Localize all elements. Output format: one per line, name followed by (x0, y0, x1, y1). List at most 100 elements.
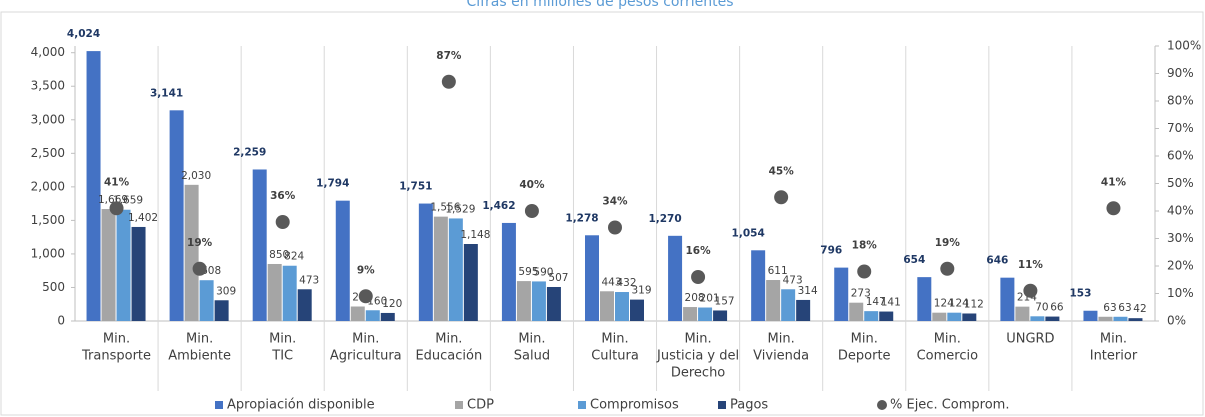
point (691, 270, 706, 284)
legend-marker (578, 401, 586, 409)
point (940, 261, 955, 276)
y2-tick-label: 10% (1167, 286, 1194, 300)
point (1023, 283, 1038, 298)
value-label: 63 (1118, 302, 1131, 314)
bar (796, 299, 811, 321)
y2-tick-label: 20% (1167, 259, 1194, 273)
bar (516, 281, 531, 321)
bar (380, 312, 395, 321)
value-label: 273 (851, 288, 871, 300)
bar (501, 222, 516, 321)
value-label: 19% (187, 237, 213, 249)
value-label: 34% (602, 196, 628, 208)
x-tick-label: Min. (768, 332, 795, 347)
bar (962, 313, 977, 321)
y2-tick-label: 50% (1167, 176, 1194, 190)
value-label: 36% (270, 190, 296, 202)
value-label: 590 (533, 266, 553, 278)
value-label: 595 (518, 266, 538, 278)
x-tick-label: Salud (514, 349, 550, 364)
bar (463, 244, 478, 321)
bar (864, 311, 879, 321)
y2-tick-label: 90% (1167, 66, 1194, 80)
bar (781, 289, 796, 321)
value-label: 11% (1018, 259, 1044, 271)
value-label: 201 (700, 293, 720, 305)
bar (101, 209, 116, 321)
legend-marker (877, 400, 887, 410)
x-tick-label: Min. (1100, 332, 1127, 347)
value-label: 2,259 (233, 146, 266, 158)
bar (282, 265, 297, 321)
bar (630, 299, 644, 321)
bar (751, 250, 766, 321)
value-label: 1,751 (399, 181, 432, 193)
value-label: 314 (798, 285, 818, 297)
value-label: 654 (903, 254, 925, 266)
bar (766, 280, 781, 321)
legend-label: Apropiación disponible (227, 398, 375, 413)
value-label: 9% (357, 264, 375, 276)
y2-tick-label: 100% (1167, 39, 1201, 53)
y-tick-label: 1,000 (31, 246, 65, 260)
y2-tick-label: 0% (1167, 314, 1186, 328)
point (441, 74, 456, 89)
y-tick-label: 4,000 (31, 45, 65, 59)
bar (668, 235, 683, 321)
bar (1030, 316, 1045, 321)
x-tick-label: Cultura (591, 349, 639, 364)
value-label: 473 (299, 274, 319, 286)
bar (184, 184, 199, 321)
value-label: 16% (686, 245, 712, 257)
bar (698, 307, 713, 321)
x-tick-label: Min. (851, 332, 878, 347)
bar (199, 280, 214, 321)
value-label: 63 (1103, 302, 1116, 314)
bar (1083, 310, 1098, 321)
point (857, 264, 872, 279)
y2-tick-label: 40% (1167, 204, 1194, 218)
bar (418, 203, 433, 321)
value-label: 319 (631, 285, 651, 297)
y-tick-label: 2,000 (31, 179, 65, 193)
value-label: 4,024 (67, 28, 100, 40)
value-label: 157 (715, 295, 735, 307)
point (774, 190, 789, 205)
legend-marker (215, 401, 223, 409)
legend-label: CDP (467, 398, 494, 413)
legend-label: % Ejec. Comprom. (890, 398, 1009, 413)
bar (1128, 318, 1143, 321)
value-label: 1,278 (565, 212, 598, 224)
legend-label: Compromisos (590, 398, 679, 413)
bar (932, 312, 947, 321)
x-tick-label: Min. (103, 332, 130, 347)
bar (683, 307, 698, 321)
value-label: 1,556 (430, 202, 460, 214)
x-tick-label: Min. (435, 332, 462, 347)
value-label: 1,270 (648, 213, 681, 225)
value-label: 124 (949, 298, 969, 310)
value-label: 309 (216, 285, 236, 297)
x-tick-label: Justicia y del (656, 349, 739, 364)
bar (600, 291, 614, 321)
value-label: 443 (601, 276, 621, 288)
y-tick-label: 2,500 (31, 146, 65, 160)
y2-tick-label: 30% (1167, 231, 1194, 245)
bar (252, 169, 267, 321)
value-label: 824 (284, 251, 304, 263)
value-label: 2,030 (181, 170, 211, 182)
legend-marker (718, 401, 726, 409)
x-tick-label: Deporte (838, 349, 891, 364)
bar (1045, 316, 1060, 321)
value-label: 850 (269, 249, 289, 261)
bar (615, 292, 629, 321)
value-label: 147 (866, 296, 886, 308)
x-tick-label: TIC (271, 349, 293, 364)
value-label: 19% (935, 237, 961, 249)
point (109, 201, 124, 216)
value-label: 507 (548, 272, 568, 284)
bar (917, 277, 932, 321)
value-label: 112 (964, 298, 984, 310)
value-label: 208 (685, 292, 705, 304)
